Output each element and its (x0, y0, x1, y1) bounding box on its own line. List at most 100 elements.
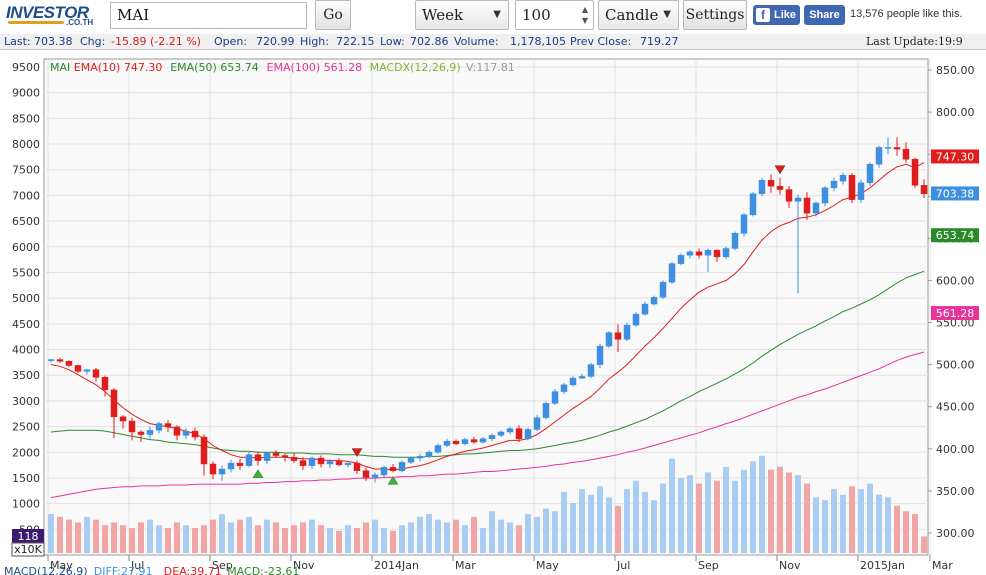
candle-body (668, 263, 676, 283)
x-axis-tick-label: Mar (455, 559, 476, 572)
x-axis-tick-label: 2014Jan (374, 559, 419, 572)
price-chart[interactable]: 9500 9000 8500 8000 7500 7000 6500 6000 5500 5000… (0, 50, 986, 575)
facebook-like-button[interactable]: f Like (753, 5, 800, 25)
candle-body (605, 332, 613, 347)
volume-bar (669, 458, 675, 553)
candle-body (56, 359, 64, 362)
value-badge-label: 747.30 (936, 150, 975, 163)
left-axis-tick-label: 1000 (12, 498, 40, 511)
open-label: Open: (214, 35, 248, 48)
candle-body (236, 462, 244, 466)
volume-bar (777, 466, 783, 553)
candle-body (506, 428, 514, 433)
high-value: 722.15 (336, 35, 375, 48)
left-axis-tick-label: 1500 (12, 472, 40, 485)
candle-body (479, 438, 487, 443)
left-axis-tick-label: 4500 (12, 318, 40, 331)
volume-bar (750, 461, 756, 553)
chevron-down-icon: ▼ (493, 9, 501, 20)
low-value: 702.86 (410, 35, 449, 48)
volume-bar (102, 525, 108, 553)
x-axis-tick-label: Jul (130, 559, 144, 572)
candle-body (218, 468, 226, 475)
value-badge-label: 653.74 (936, 229, 975, 242)
period-select[interactable]: Week ▼ (415, 0, 509, 30)
candle-body (650, 297, 658, 305)
legend-entry: MACDX(12,26,9) (370, 61, 461, 74)
candle-body (353, 462, 361, 471)
candle-body (497, 431, 505, 436)
volume-bar (480, 528, 486, 553)
left-axis-tick-label: 6000 (12, 241, 40, 254)
low-label: Low: (380, 35, 405, 48)
candle-body (326, 461, 334, 465)
volume-bar (372, 519, 378, 553)
candle-body (65, 361, 73, 366)
candle-body (488, 435, 496, 439)
volume-bar (84, 516, 90, 553)
volume-bar (354, 528, 360, 553)
volume-bar (597, 486, 603, 553)
candle-body (578, 376, 586, 379)
candle-body (263, 452, 271, 461)
candle-body (524, 429, 532, 439)
candle-body (443, 440, 451, 446)
volume-bar (588, 494, 594, 553)
candle-body (704, 249, 712, 256)
volume-bar (111, 522, 117, 553)
candle-body (110, 389, 118, 418)
left-axis-tick-label: 7000 (12, 189, 40, 202)
right-axis-tick-label: 600.00 (936, 274, 975, 287)
right-axis-tick-label: 300.00 (936, 527, 975, 540)
candle-body (920, 185, 928, 194)
volume-bar (885, 497, 891, 553)
volume-bar (435, 519, 441, 553)
settings-button[interactable]: Settings (683, 0, 747, 30)
logo-text: INVESTOR (6, 3, 89, 22)
candle-body (461, 439, 469, 445)
go-button[interactable]: Go (315, 0, 351, 30)
volume-bar (732, 480, 738, 553)
volume-bar (453, 519, 459, 553)
period-value: Week (422, 6, 464, 24)
right-axis-tick-label: 800.00 (936, 106, 975, 119)
candle-body (587, 364, 595, 377)
candle-body (245, 454, 253, 466)
candle-body (821, 187, 829, 204)
value-badge-label: 703.38 (936, 187, 975, 200)
volume-bar (759, 455, 765, 553)
candle-body (227, 462, 235, 470)
volume-bar (147, 519, 153, 553)
volume-bar (219, 514, 225, 553)
chart-style-select[interactable]: Candle ▼ (598, 0, 679, 30)
volume-bar (471, 516, 477, 553)
volume-bar (345, 525, 351, 553)
facebook-share-button[interactable]: Share (804, 5, 845, 25)
volume-bar (183, 525, 189, 553)
macd-footer-entry: MACD:-23.61 (227, 565, 299, 575)
investor-logo[interactable]: INVESTOR .CO.TH (6, 3, 106, 29)
last-label: Last: (4, 35, 31, 48)
bars-stepper[interactable]: 100 ▲ ▼ (515, 0, 594, 30)
left-axis-tick-label: 6500 (12, 215, 40, 228)
logo-swoosh (8, 21, 64, 24)
symbol-input[interactable]: MAI (110, 2, 307, 29)
volume-bar (192, 528, 198, 553)
candle-body (128, 420, 136, 433)
left-axis-tick-label: 2500 (12, 421, 40, 434)
volume-bar (543, 508, 549, 553)
legend-entry: EMA(50) 653.74 (170, 61, 259, 74)
legend-entry: EMA(10) 747.30 (74, 61, 163, 74)
candle-body (560, 384, 568, 392)
sell-signal-icon (351, 448, 363, 458)
x-axis-tick-label: Nov (293, 559, 315, 572)
right-axis-tick-label: 400.00 (936, 443, 975, 456)
volume-bar (840, 494, 846, 553)
candle-body (641, 303, 649, 315)
logo-subtext: .CO.TH (66, 18, 94, 27)
candle-body (686, 251, 694, 256)
left-axis-tick-label: 8500 (12, 112, 40, 125)
volume-bar (858, 489, 864, 553)
candle-body (407, 457, 415, 463)
spinner-arrows-icon[interactable]: ▲ ▼ (581, 5, 589, 25)
